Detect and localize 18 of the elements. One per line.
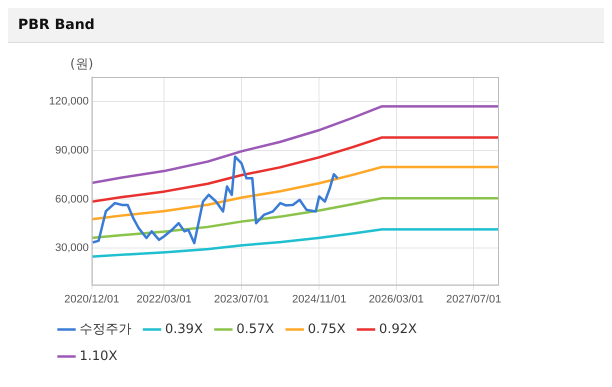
x-tick-label: 2020/12/01	[64, 293, 120, 306]
legend-label: 수정주가	[80, 322, 132, 337]
y-axis-title: (원)	[70, 56, 94, 72]
x-tick-label: 2024/11/01	[292, 293, 346, 306]
legend-label: 0.57X	[236, 322, 274, 337]
legend-label: 1.10X	[80, 348, 118, 364]
y-tick-label: 90,000	[55, 144, 89, 156]
y-tick-label: 120,000	[48, 95, 89, 108]
y-tick-label: 60,000	[55, 193, 89, 206]
x-tick-label: 2026/03/01	[368, 293, 424, 306]
chart-title: PBR Band	[8, 8, 604, 43]
legend-label: 0.92X	[379, 322, 417, 337]
legend-label: 0.75X	[308, 322, 346, 337]
y-tick-label: 30,000	[55, 242, 89, 254]
x-tick-label: 2023/07/01	[214, 293, 270, 306]
x-tick-label: 2022/03/01	[136, 293, 192, 306]
legend-label: 0.39X	[165, 322, 203, 337]
x-tick-label: 2027/07/01	[446, 293, 502, 306]
